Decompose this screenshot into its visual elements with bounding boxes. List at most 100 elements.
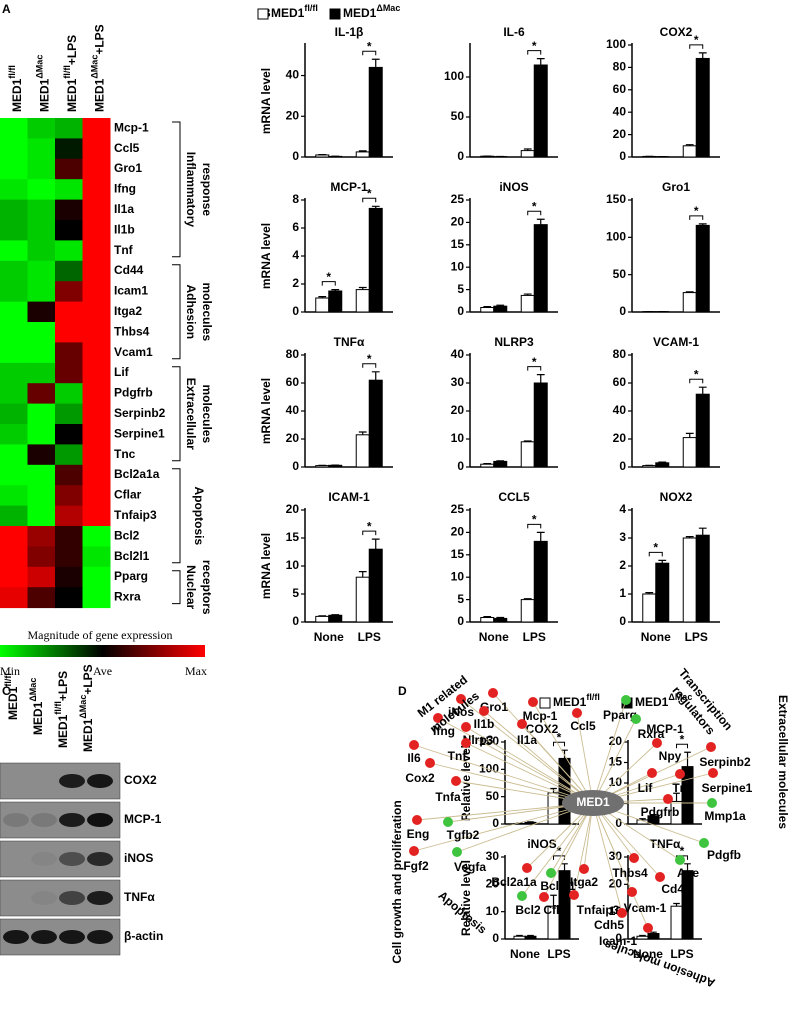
bar — [533, 64, 548, 158]
heat-cell — [82, 220, 111, 241]
network-node-label: Cflar — [543, 903, 571, 917]
network-node-label: Cd44 — [661, 882, 691, 896]
error-bar — [358, 286, 367, 290]
heat-cell — [27, 464, 56, 486]
y-tick-label: 20 — [486, 877, 500, 891]
y-tick-label: 6 — [292, 220, 299, 234]
heat-cell — [27, 566, 56, 588]
blot-band — [31, 852, 57, 866]
heat-cell — [27, 301, 56, 323]
y-axis-label: mRNA level — [259, 223, 273, 289]
network-edge — [465, 726, 594, 804]
error-bar — [496, 616, 505, 619]
significance-star: * — [367, 352, 372, 366]
network-edge — [465, 742, 594, 804]
error-bar — [331, 614, 340, 616]
blot-band — [87, 774, 113, 788]
significance-bracket — [362, 530, 377, 536]
bar — [682, 437, 697, 468]
gene-label: Il1a — [114, 202, 134, 216]
y-tick-label: 0 — [619, 304, 626, 318]
blot-band — [59, 891, 85, 905]
network-node-label: Fgf2 — [403, 859, 429, 873]
heat-cell — [55, 281, 83, 303]
error-bar — [685, 432, 694, 438]
network-node-label: Mmp1a — [704, 809, 746, 823]
heat-cell — [55, 383, 83, 405]
colorbar-tick-label: Min — [0, 664, 20, 678]
column-header-part: MED1 — [92, 78, 106, 112]
group-label: response — [200, 163, 214, 217]
chart-title: MCP-1 — [646, 722, 684, 736]
bar — [513, 935, 526, 940]
significance-star: * — [367, 186, 372, 200]
network-edge — [460, 698, 594, 804]
y-tick-label: 20 — [609, 734, 623, 748]
y-tick-label: 0 — [292, 459, 299, 473]
blot-band — [59, 852, 85, 866]
y-tick-label: 100 — [479, 762, 499, 776]
column-header-part: MED1 — [65, 78, 79, 112]
heat-cell — [82, 158, 111, 180]
error-bar — [698, 527, 707, 536]
significance-star: * — [367, 39, 372, 53]
y-tick-label: 10 — [486, 904, 500, 918]
error-bar — [639, 934, 646, 937]
bar — [315, 297, 330, 313]
y-tick-label: 10 — [451, 431, 465, 445]
network-node — [517, 719, 527, 729]
blot-column-header: MED1fl/fl+LPS — [53, 671, 70, 748]
blot-column-header-part: +LPS — [56, 671, 70, 701]
y-tick-label: 150 — [606, 192, 626, 206]
network-node — [652, 738, 662, 748]
bar — [695, 393, 710, 468]
y-axis-label: mRNA level — [259, 378, 273, 444]
blot-band — [87, 852, 113, 866]
blot-band — [59, 930, 85, 944]
y-tick-label: 15 — [451, 547, 465, 561]
error-bar — [358, 150, 367, 152]
heat-cell — [55, 546, 83, 568]
gene-label: Mcp-1 — [114, 120, 149, 134]
column-header-part: +LPS — [65, 35, 79, 65]
blot-band — [87, 930, 113, 944]
blot-band — [31, 813, 57, 827]
network-node — [629, 853, 639, 863]
bar — [695, 57, 710, 158]
y-tick-label: 20 — [451, 215, 465, 229]
heat-cell — [55, 526, 83, 547]
legend-label-part: MED1 — [635, 695, 669, 709]
group-label: receptors — [200, 560, 214, 615]
heat-cell — [82, 444, 111, 466]
heat-cell — [55, 301, 83, 323]
legend-label: MED1ΔMac — [343, 3, 400, 20]
blot-column-header-part: +LPS — [81, 664, 95, 694]
blot-column-header-part: MED1 — [31, 701, 45, 735]
colorbar — [0, 645, 205, 657]
chart-title: IL-6 — [503, 25, 525, 39]
column-header: MED1ΔMac+LPS — [90, 24, 107, 112]
gene-label: Ccl5 — [114, 141, 140, 155]
heat-cell — [27, 199, 56, 221]
blot-column-header-part: MED1 — [56, 714, 70, 748]
y-tick-label: 50 — [451, 109, 465, 123]
error-bar — [685, 291, 694, 293]
y-tick-label: 8 — [292, 192, 299, 206]
y-tick-label: 2 — [619, 558, 626, 572]
network-edge — [543, 802, 594, 898]
y-tick-label: 5 — [457, 592, 464, 606]
network-node-label: Tnfaip3 — [577, 903, 620, 917]
blot-band — [87, 891, 113, 905]
significance-star: * — [532, 39, 537, 53]
bar — [681, 870, 694, 940]
y-tick-label: 0 — [457, 149, 464, 163]
error-bar — [527, 821, 534, 823]
heat-cell — [27, 505, 56, 527]
gene-label: Tnfaip3 — [114, 508, 157, 522]
heat-cell — [55, 587, 83, 609]
network-node — [425, 758, 435, 768]
blot-column-header-part: MED1 — [6, 686, 20, 720]
error-bar — [536, 58, 545, 65]
heat-cell — [82, 464, 111, 486]
heat-cell — [55, 118, 83, 139]
